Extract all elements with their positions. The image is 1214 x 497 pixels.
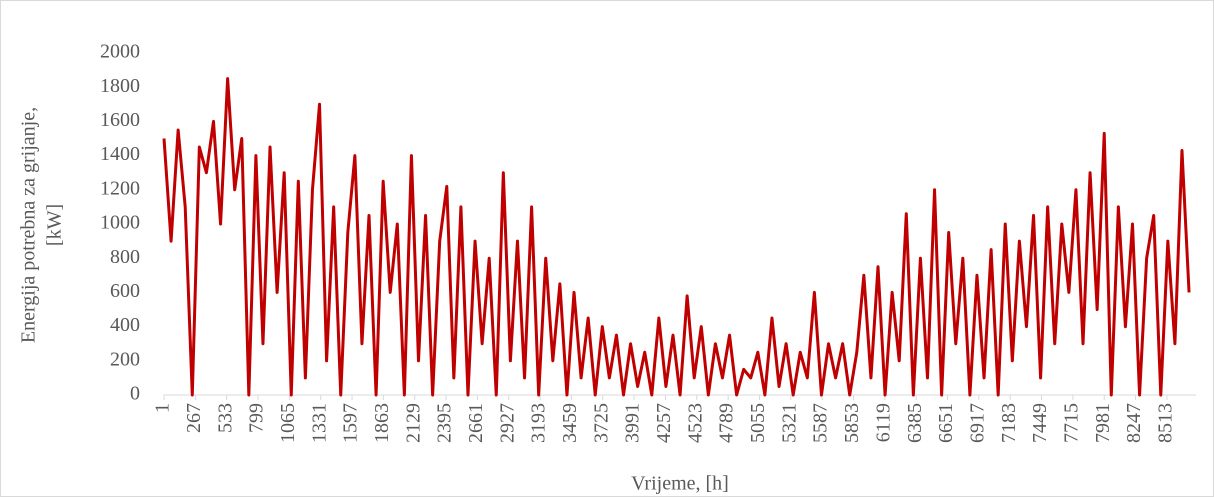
x-tick-label: 799 — [246, 403, 268, 433]
y-tick-label: 600 — [110, 280, 140, 302]
y-tick-label: 1400 — [100, 143, 140, 165]
x-tick-label: 5321 — [778, 403, 800, 443]
x-tick-label: 1331 — [308, 403, 330, 443]
y-axis-title: Energija potrebna za grijanje, [kW] — [18, 107, 66, 343]
x-tick-label: 8513 — [1154, 403, 1176, 443]
y-tick-label: 200 — [110, 348, 140, 370]
x-tick-label: 1597 — [340, 403, 362, 443]
x-axis-title: Vrijeme, [h] — [631, 473, 729, 495]
x-tick-label: 6917 — [966, 403, 988, 443]
x-tick-label: 3725 — [590, 403, 612, 443]
y-tick-label: 1800 — [100, 75, 140, 97]
data-line — [162, 77, 1191, 397]
x-tick-label: 5853 — [841, 403, 863, 443]
x-tick-label: 6119 — [872, 403, 894, 442]
x-tick-label: 533 — [214, 403, 236, 433]
x-tick-label: 3193 — [528, 403, 550, 443]
y-tick-label: 2000 — [100, 41, 140, 63]
x-tick-label: 6651 — [935, 403, 957, 443]
x-tick-label: 7981 — [1092, 403, 1114, 443]
x-tick-label: 267 — [183, 403, 205, 433]
x-tick-label: 5055 — [747, 403, 769, 443]
y-label-line: [kW] — [44, 204, 66, 246]
x-tick-label: 4789 — [716, 403, 738, 443]
x-tick-label: 1 — [152, 403, 174, 413]
y-tick-label: 0 — [130, 383, 140, 405]
y-tick-label: 1000 — [100, 212, 140, 234]
x-tick-label: 1863 — [371, 403, 393, 443]
x-tick-label: 1065 — [277, 403, 299, 443]
x-tick-label: 4523 — [684, 403, 706, 443]
x-tick-label: 7715 — [1060, 403, 1082, 443]
y-tick-label: 1200 — [100, 177, 140, 199]
x-tick-label: 4257 — [653, 403, 675, 443]
y-tick-label: 1600 — [100, 109, 140, 131]
x-tick-label: 3459 — [559, 403, 581, 443]
x-tick-label: 2395 — [434, 403, 456, 443]
x-tick-label: 6385 — [904, 403, 926, 443]
y-label-line: Energija potrebna za grijanje, — [18, 107, 40, 343]
x-tick-label: 7183 — [998, 403, 1020, 443]
x-tick-label: 3991 — [622, 403, 644, 443]
x-tick-label: 5587 — [810, 403, 832, 443]
y-tick-label: 400 — [110, 314, 140, 336]
x-tick-label: 7449 — [1029, 403, 1051, 443]
x-tick-label: 2927 — [496, 403, 518, 443]
y-tick-label: 800 — [110, 246, 140, 268]
x-tick-label: 2129 — [402, 403, 424, 443]
x-tick-label: 8247 — [1123, 403, 1145, 443]
x-tick-label: 2661 — [465, 403, 487, 443]
